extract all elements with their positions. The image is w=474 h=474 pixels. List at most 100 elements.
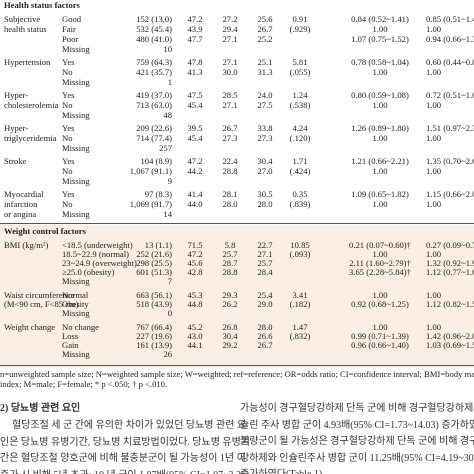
- odds-ratio: 3.65 (2.28~5.84)†: [349, 267, 411, 277]
- chi-square: 0.91: [292, 14, 308, 24]
- factor: Stroke: [4, 156, 27, 166]
- pct-b: 28.8: [222, 267, 238, 277]
- pct-c: 27.1: [257, 249, 273, 259]
- count: 152 (13.0): [136, 14, 172, 24]
- pct-c: 25.4: [257, 290, 273, 300]
- count: 0: [167, 308, 172, 318]
- adjusted-odds-ratio: 1.00: [426, 67, 442, 77]
- count: 713 (63.0): [136, 100, 172, 110]
- chi-square: 1.47: [292, 322, 308, 332]
- pct-b: 30.4: [222, 331, 238, 341]
- category: Fair: [62, 24, 76, 34]
- count: 10: [163, 44, 172, 54]
- count: 759 (64.3): [136, 57, 172, 67]
- count: 209 (22.6): [136, 123, 172, 133]
- pct-a: 44.1: [187, 340, 203, 350]
- category: Gain: [62, 340, 79, 350]
- count: 14: [163, 209, 172, 219]
- pct-a: 45.4: [187, 133, 203, 143]
- odds-ratio: 1.00: [372, 133, 388, 143]
- pct-a: 47.5: [187, 90, 203, 100]
- odds-ratio: 0.21 (0.07~0.60)†: [349, 240, 411, 250]
- pct-c: 29.0: [257, 299, 273, 309]
- pct-c: 33.8: [257, 123, 273, 133]
- odds-ratio: 1.00: [372, 166, 388, 176]
- category: Good: [62, 14, 82, 24]
- pct-b: 28.7: [222, 258, 238, 268]
- category: Yes: [62, 123, 75, 133]
- count: 252 (21.6): [136, 249, 172, 259]
- adjusted-odds-ratio: 1.00: [426, 199, 442, 209]
- count: 663 (56.1): [136, 290, 172, 300]
- category: Yes: [62, 90, 75, 100]
- pct-a: 39.5: [187, 123, 203, 133]
- adjusted-odds-ratio: 1.03 (0.69~1.55): [426, 340, 474, 350]
- pct-c: 31.3: [257, 67, 273, 77]
- section-rule: [0, 223, 474, 224]
- paragraph-line: 증가하였다(Table 1).: [240, 468, 325, 474]
- factor: Hyper-: [4, 123, 29, 133]
- pct-a: 44.2: [187, 166, 203, 176]
- odds-ratio: 0.80 (0.59~1.08): [351, 90, 409, 100]
- count: 421 (35.7): [136, 67, 172, 77]
- pct-a: 47.2: [187, 249, 203, 259]
- adjusted-odds-ratio: 1.00: [426, 133, 442, 143]
- pct-b: 26.7: [222, 123, 238, 133]
- chi-square: 5.81: [292, 57, 308, 67]
- chi-square: (.120): [289, 133, 311, 143]
- count: 227 (19.6): [136, 331, 172, 341]
- chi-square: (.093): [289, 249, 311, 259]
- pct-a: 45.6: [187, 258, 203, 268]
- adjusted-odds-ratio: 1.51 (0.97~2.34): [426, 123, 474, 133]
- pct-c: 28.0: [257, 322, 273, 332]
- section-title: Weight control factors: [4, 226, 86, 236]
- section-title: Health status factors: [4, 0, 80, 10]
- odds-ratio: 1.00: [372, 249, 388, 259]
- adjusted-odds-ratio: 1.12 (0.82~1.53): [426, 299, 474, 309]
- adjusted-odds-ratio: 1.32 (0.92~1.90): [426, 258, 474, 268]
- pct-c: 25.2: [257, 34, 273, 44]
- pct-b: 27.3: [222, 133, 238, 143]
- adjusted-odds-ratio: 0.60 (0.44~0.83)†: [426, 57, 474, 67]
- pct-a: 45.2: [187, 322, 203, 332]
- count: 9: [167, 176, 172, 186]
- odds-ratio: 1.26 (0.89~1.80): [351, 123, 409, 133]
- chi-square: (.182): [289, 299, 311, 309]
- pct-b: 27.1: [222, 57, 238, 67]
- chi-square: (.832): [289, 331, 311, 341]
- paragraph-line: 가능성이 경구혈당강하제 단독 군에 비해 경구혈당강하제와 인: [240, 403, 474, 414]
- pct-b: 28.5: [222, 90, 238, 100]
- table-rule: [0, 365, 474, 366]
- pct-c: 27.3: [257, 133, 273, 143]
- category: Missing: [62, 44, 90, 54]
- category: No: [62, 166, 73, 176]
- odds-ratio: 0.84 (0.52~1.41): [351, 14, 409, 24]
- pct-b: 27.2: [222, 14, 238, 24]
- adjusted-odds-ratio: 1.15 (0.66~2.00): [426, 189, 474, 199]
- count: 1,067 (91.1): [129, 166, 172, 176]
- footnote: n=unweighted sample size; N=weighted sam…: [0, 369, 474, 379]
- chi-square: 3.41: [292, 290, 308, 300]
- category: No: [62, 100, 73, 110]
- factor: Myocardial: [4, 189, 44, 199]
- pct-b: 26.2: [222, 299, 238, 309]
- factor: BMI (kg/m²): [4, 240, 49, 250]
- factor: or angina: [4, 209, 37, 219]
- count: 298 (25.5): [136, 258, 172, 268]
- chi-square: 1.71: [292, 156, 308, 166]
- pct-a: 45.4: [187, 100, 203, 110]
- count: 13 (1.1): [144, 240, 172, 250]
- category: Yes: [62, 156, 75, 166]
- adjusted-odds-ratio: 0.94 (0.66~1.35): [426, 34, 474, 44]
- pct-b: 29.3: [222, 290, 238, 300]
- pct-c: 26.6: [257, 331, 273, 341]
- section-band: [0, 225, 474, 368]
- adjusted-odds-ratio: 1.35 (0.70~2.62): [426, 156, 474, 166]
- category: Missing: [62, 176, 90, 186]
- pct-c: 30.4: [257, 156, 273, 166]
- pct-c: 22.7: [257, 240, 273, 250]
- odds-ratio: 1.00: [372, 322, 388, 332]
- pct-b: 25.7: [222, 249, 238, 259]
- odds-ratio: 0.78 (0.58~1.04): [351, 57, 409, 67]
